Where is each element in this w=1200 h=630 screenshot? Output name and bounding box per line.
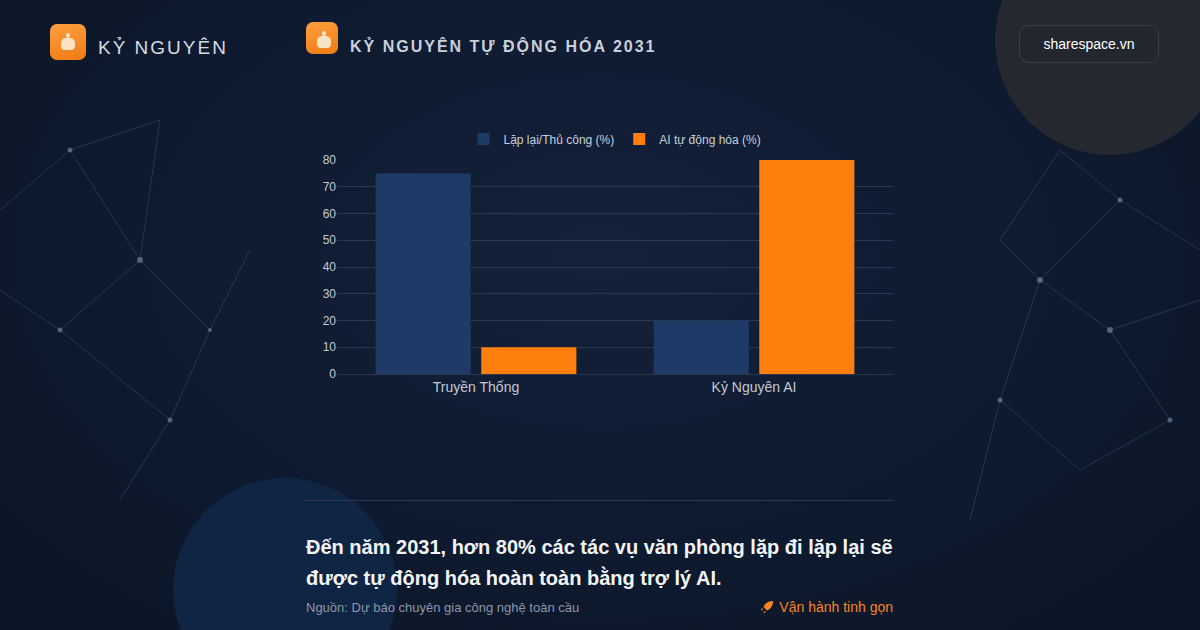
svg-text:Kỷ Nguyên AI: Kỷ Nguyên AI — [712, 379, 797, 395]
html-text:KỶ NGUYÊN: KỶ NGUYÊN — [98, 37, 228, 58]
html-text:KỶ NGUYÊN TỰ ĐỘNG HÓA 2031: KỶ NGUYÊN TỰ ĐỘNG HÓA 2031 — [350, 38, 657, 55]
svg-text:AI tự động hóa (%): AI tự động hóa (%) — [659, 133, 760, 147]
svg-text:0: 0 — [329, 367, 336, 381]
svg-text:40: 40 — [323, 260, 337, 274]
html-text:Nguồn: Dự báo chuyên gia công: Nguồn: Dự báo chuyên gia công nghệ toàn … — [306, 600, 580, 615]
svg-text:30: 30 — [323, 287, 337, 301]
svg-text:60: 60 — [323, 207, 337, 221]
html-text:Vận hành tinh gọn: Vận hành tinh gọn — [779, 599, 893, 615]
svg-text:70: 70 — [323, 180, 337, 194]
html-text:Đến năm 2031, hơn 80% các tác: Đến năm 2031, hơn 80% các tác vụ văn phò… — [306, 536, 893, 589]
html-text:sharespace.vn: sharespace.vn — [1043, 36, 1135, 52]
svg-text:80: 80 — [323, 153, 337, 167]
svg-text:50: 50 — [323, 233, 337, 247]
svg-text:Truyền Thống: Truyền Thống — [433, 379, 519, 395]
svg-text:20: 20 — [323, 314, 337, 328]
svg-text:10: 10 — [323, 340, 337, 354]
svg-text:Lặp lại/Thủ công (%): Lặp lại/Thủ công (%) — [504, 133, 615, 147]
